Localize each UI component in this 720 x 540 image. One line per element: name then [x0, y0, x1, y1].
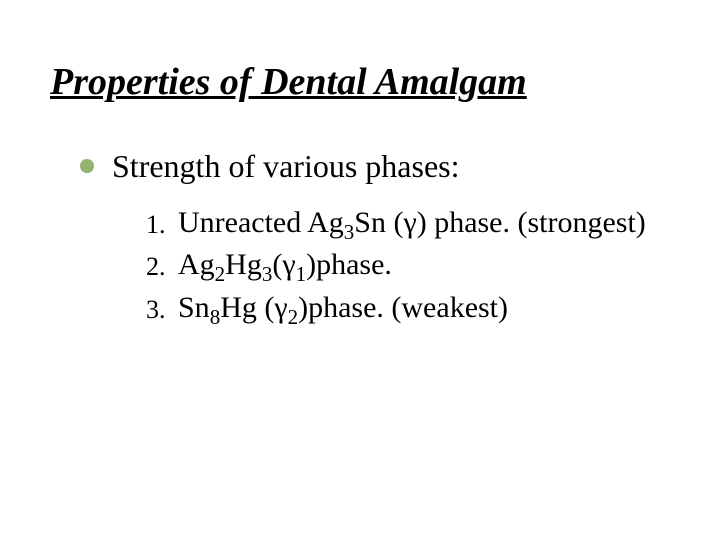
list-item-body: Ag2Hg3(γ1)phase. [178, 245, 670, 286]
bullet-icon [80, 159, 94, 173]
lead-text: Strength of various phases: [112, 148, 460, 185]
lead-row: Strength of various phases: [80, 148, 670, 185]
list-item-number: 1. [146, 203, 178, 242]
ordered-list: 1. Unreacted Ag3Sn (γ) phase. (strongest… [146, 203, 670, 329]
list-item-body: Sn8Hg (γ2)phase. (weakest) [178, 288, 670, 329]
list-item-number: 2. [146, 245, 178, 284]
list-item: 2. Ag2Hg3(γ1)phase. [146, 245, 670, 286]
list-item-body: Unreacted Ag3Sn (γ) phase. (strongest) [178, 203, 670, 244]
list-item: 3. Sn8Hg (γ2)phase. (weakest) [146, 288, 670, 329]
slide-title: Properties of Dental Amalgam [50, 60, 670, 106]
list-item-number: 3. [146, 288, 178, 327]
list-item: 1. Unreacted Ag3Sn (γ) phase. (strongest… [146, 203, 670, 244]
slide: Properties of Dental Amalgam Strength of… [0, 0, 720, 540]
